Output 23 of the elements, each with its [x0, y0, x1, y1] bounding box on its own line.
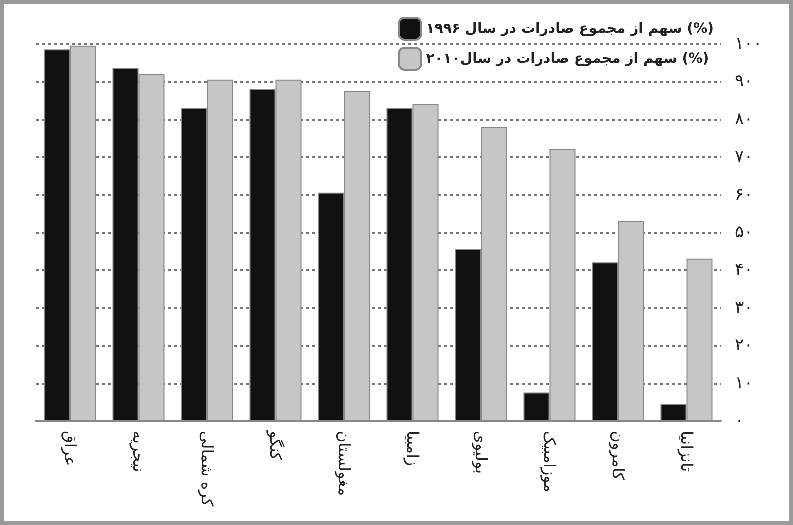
x-tick-label: مغولستان — [334, 431, 354, 496]
legend-label: سهم از مجموع صادرات در سال۲۰۱۰ (%) — [426, 51, 710, 67]
x-tick-label: کنگو — [266, 430, 286, 461]
y-tick-label: ۰ — [735, 411, 744, 431]
y-tick-label: ۸۰ — [735, 109, 754, 130]
y-tick-label: ۶۰ — [735, 184, 754, 205]
legend-label: سهم از مجموع صادرات در سال ۱۹۹۶ (%) — [426, 21, 714, 37]
x-tick-label: کره شمالی — [198, 431, 217, 508]
y-tick-label: ۵۰ — [735, 222, 754, 242]
y-tick-label: ۱۰۰ — [735, 34, 762, 54]
x-tick-label: زامبیا — [403, 431, 422, 466]
y-tick-label: ۲۰ — [735, 336, 754, 356]
x-tick-label: موزامبیک — [540, 431, 560, 493]
x-tick-label: عراق — [60, 431, 80, 466]
x-tick-label: نیجریه — [129, 431, 148, 472]
y-tick-label: ۹۰ — [735, 72, 754, 92]
y-tick-label: ۷۰ — [735, 147, 754, 168]
y-tick-label: ۱۰ — [735, 373, 754, 394]
x-tick-label: بولیوی — [472, 431, 491, 474]
x-tick-label: تانزانیا — [677, 431, 696, 472]
y-tick-label: ۴۰ — [735, 260, 754, 280]
y-tick-label: ۳۰ — [735, 298, 754, 318]
x-tick-label: کامرون — [608, 431, 628, 481]
